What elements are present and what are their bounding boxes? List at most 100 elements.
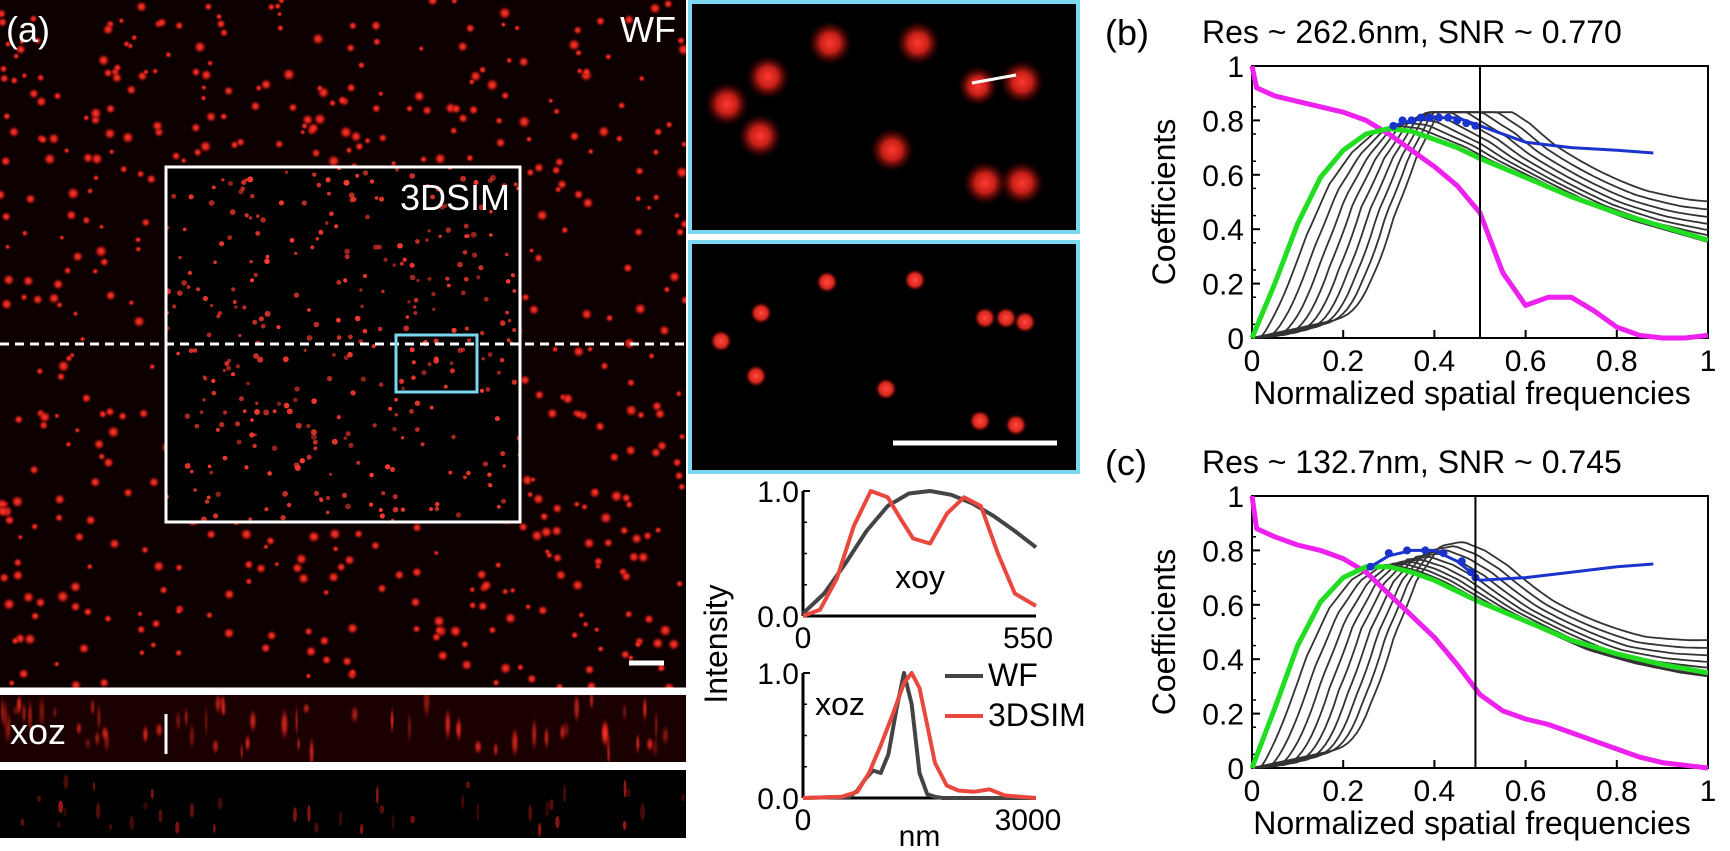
bead-spot [456,40,469,53]
bead-spot [619,525,630,536]
y-tick-label: 1 [1227,51,1244,84]
axial-spot [572,695,581,725]
bead-spot [369,472,374,478]
bead-spot [429,405,434,410]
zoom-bead [969,410,991,432]
bead-spot [299,129,306,136]
bead-spot [468,601,477,610]
bead-spot [411,522,423,533]
bead-spot [379,196,384,202]
bead-spot [206,495,211,500]
bead-spot [373,244,379,250]
bead-spot [378,508,383,513]
chart-title: Res ~ 132.7nm, SNR ~ 0.745 [1202,444,1622,480]
bead-spot [246,381,250,386]
profile-annotation: xoy [895,559,945,595]
x-tick-label: 0 [1244,345,1261,378]
bead-spot [254,84,263,92]
axial-spot [93,728,101,748]
bead-spot [74,427,81,434]
bead-spot [326,375,333,382]
axial-spot [653,706,659,746]
legend-label: WF [988,657,1038,693]
bead-spot [413,297,419,303]
bead-spot [247,176,254,183]
bead-spot [232,300,237,304]
bead-spot [421,370,427,376]
bead-spot [239,527,253,541]
bead-spot [362,328,368,334]
bead-spot [222,368,226,373]
bead-spot [652,193,661,202]
bead-spot [599,361,610,371]
bead-spot [608,451,620,463]
bead-spot [135,0,148,13]
bead-spot [325,221,329,225]
bead-spot [634,194,642,203]
bead-spot [89,106,103,121]
bead-spot [378,382,384,387]
bead-spot [257,356,264,363]
bead-spot [402,257,407,262]
bead-spot [483,296,489,302]
series-green [1249,126,1709,339]
bead-spot [624,609,634,619]
peak-marker [1384,549,1393,558]
bead-spot [215,18,227,30]
profile-y-tick-label: 1.0 [757,658,799,691]
bead-spot [248,517,252,521]
bead-spot [215,491,221,497]
xoz-label: xoz [10,711,66,752]
bead-spot [585,680,597,688]
bead-spot [667,637,681,651]
bead-spot [560,225,569,235]
x-tick-label: 1 [1700,345,1717,378]
sim-spots [166,167,520,522]
y-tick-label: 0.8 [1202,535,1244,568]
bead-spot [103,127,117,140]
bead-spot [392,427,397,432]
bead-spot [374,196,379,200]
bead-spot [431,292,436,297]
bead-spot [54,513,64,523]
bead-spot [609,489,624,503]
bead-spot [28,464,40,475]
bead-spot [21,72,28,79]
bead-spot [434,625,445,636]
bead-spot [261,323,266,329]
bead-spot [236,439,242,445]
bead-spot [311,32,325,46]
bead-spot [151,67,159,75]
bead-spot [244,465,249,470]
bead-spot [344,248,350,255]
bead-spot [467,338,471,343]
bead-spot [633,302,647,316]
axial-spot [279,706,290,742]
bead-spot [377,326,383,332]
x-axis-label: Normalized spatial frequencies [1253,805,1691,841]
bead-spot [370,19,382,32]
bead-spot [580,307,593,321]
bead-spot [480,331,485,336]
profile-y-tick-label: 0.0 [757,601,799,634]
axial-spot [203,701,209,741]
bead-spot [0,505,9,518]
bead-spot [521,473,534,487]
bead-spot [653,127,663,137]
bead-spot [98,409,108,419]
axial-spot [528,804,532,821]
bead-spot [119,164,129,174]
bead-spot [102,456,115,469]
bead-spot [79,335,86,343]
bead-spot [517,55,530,68]
bead-spot [573,500,581,508]
bead-spot [420,442,425,447]
bead-spot [86,563,94,571]
bead-spot [617,101,626,110]
bead-spot [583,664,596,676]
bead-spot [357,61,366,70]
bead-spot [399,261,404,266]
zoom-bead [1014,311,1036,333]
bead-spot [21,229,29,237]
axial-spot [95,701,102,733]
